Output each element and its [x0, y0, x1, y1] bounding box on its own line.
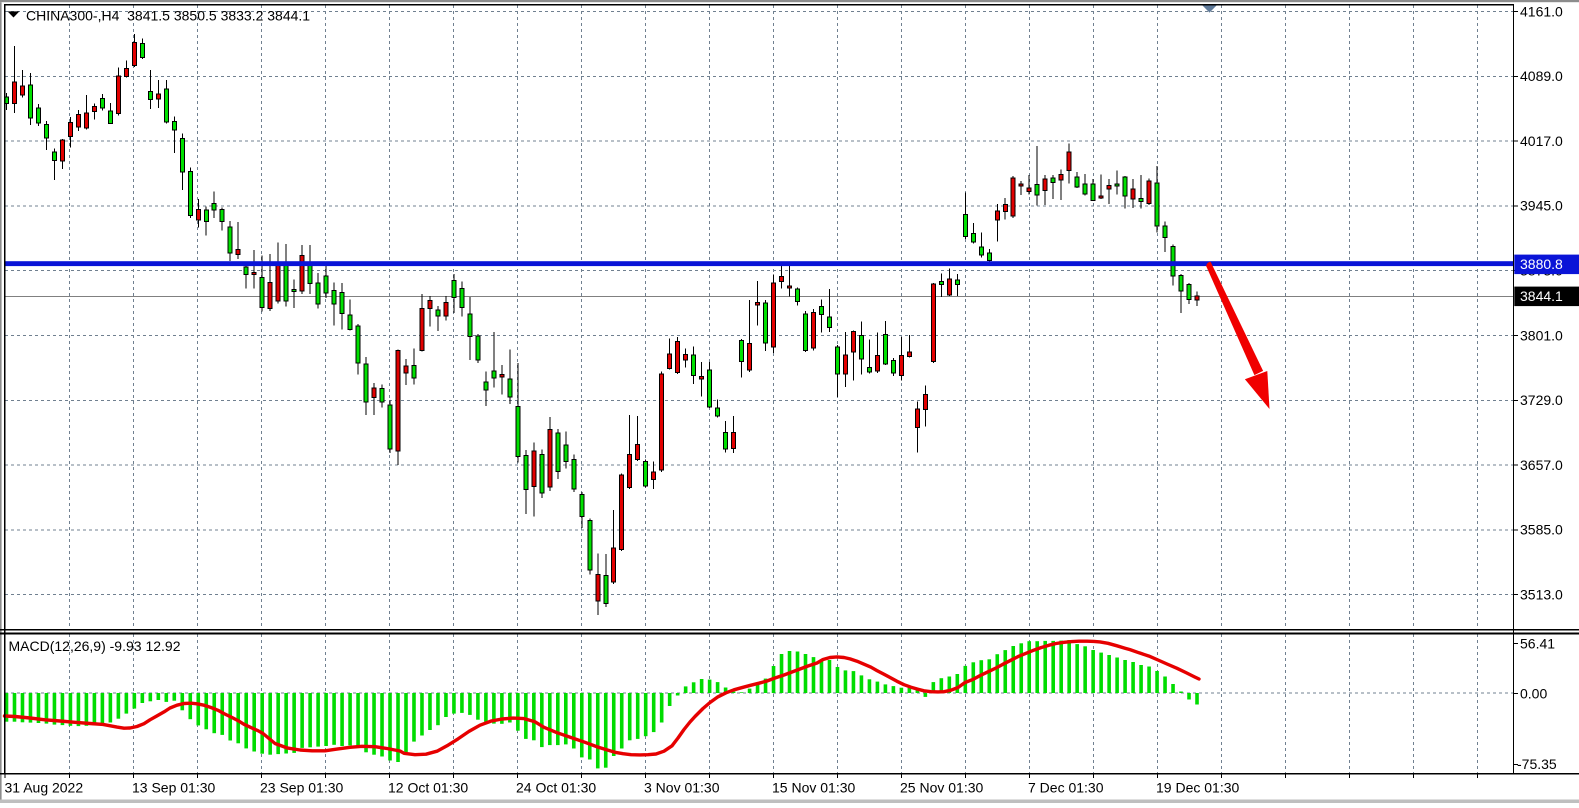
svg-text:19 Dec 01:30: 19 Dec 01:30: [1156, 780, 1239, 796]
svg-text:15 Nov 01:30: 15 Nov 01:30: [772, 780, 855, 796]
svg-text:3657.0: 3657.0: [1520, 457, 1563, 473]
svg-text:0.00: 0.00: [1520, 685, 1547, 701]
svg-text:7 Dec 01:30: 7 Dec 01:30: [1028, 780, 1104, 796]
svg-text:MACD(12,26,9) -9.93 12.92: MACD(12,26,9) -9.93 12.92: [9, 638, 181, 654]
svg-text:3513.0: 3513.0: [1520, 587, 1563, 603]
svg-text:3 Nov 01:30: 3 Nov 01:30: [644, 780, 720, 796]
svg-text:4089.0: 4089.0: [1520, 68, 1563, 84]
svg-text:3729.0: 3729.0: [1520, 392, 1563, 408]
svg-text:3585.0: 3585.0: [1520, 522, 1563, 538]
svg-text:3945.0: 3945.0: [1520, 198, 1563, 214]
svg-text:56.41: 56.41: [1520, 635, 1555, 651]
svg-text:13 Sep 01:30: 13 Sep 01:30: [132, 780, 216, 796]
svg-text:24 Oct 01:30: 24 Oct 01:30: [516, 780, 596, 796]
svg-text:25 Nov 01:30: 25 Nov 01:30: [900, 780, 983, 796]
svg-text:3844.1: 3844.1: [1520, 288, 1563, 304]
svg-text:3801.0: 3801.0: [1520, 327, 1563, 343]
svg-text:-75.35: -75.35: [1517, 756, 1557, 772]
svg-text:31 Aug 2022: 31 Aug 2022: [5, 780, 84, 796]
svg-text:4017.0: 4017.0: [1520, 133, 1563, 149]
svg-text:3880.8: 3880.8: [1520, 256, 1563, 272]
svg-text:4161.0: 4161.0: [1520, 3, 1563, 19]
svg-text:12 Oct 01:30: 12 Oct 01:30: [388, 780, 468, 796]
svg-text:CHINA300-,H4 3841.5 3850.5 38: CHINA300-,H4 3841.5 3850.5 3833.2 3844.1: [26, 7, 310, 23]
svg-text:23 Sep 01:30: 23 Sep 01:30: [260, 780, 344, 796]
